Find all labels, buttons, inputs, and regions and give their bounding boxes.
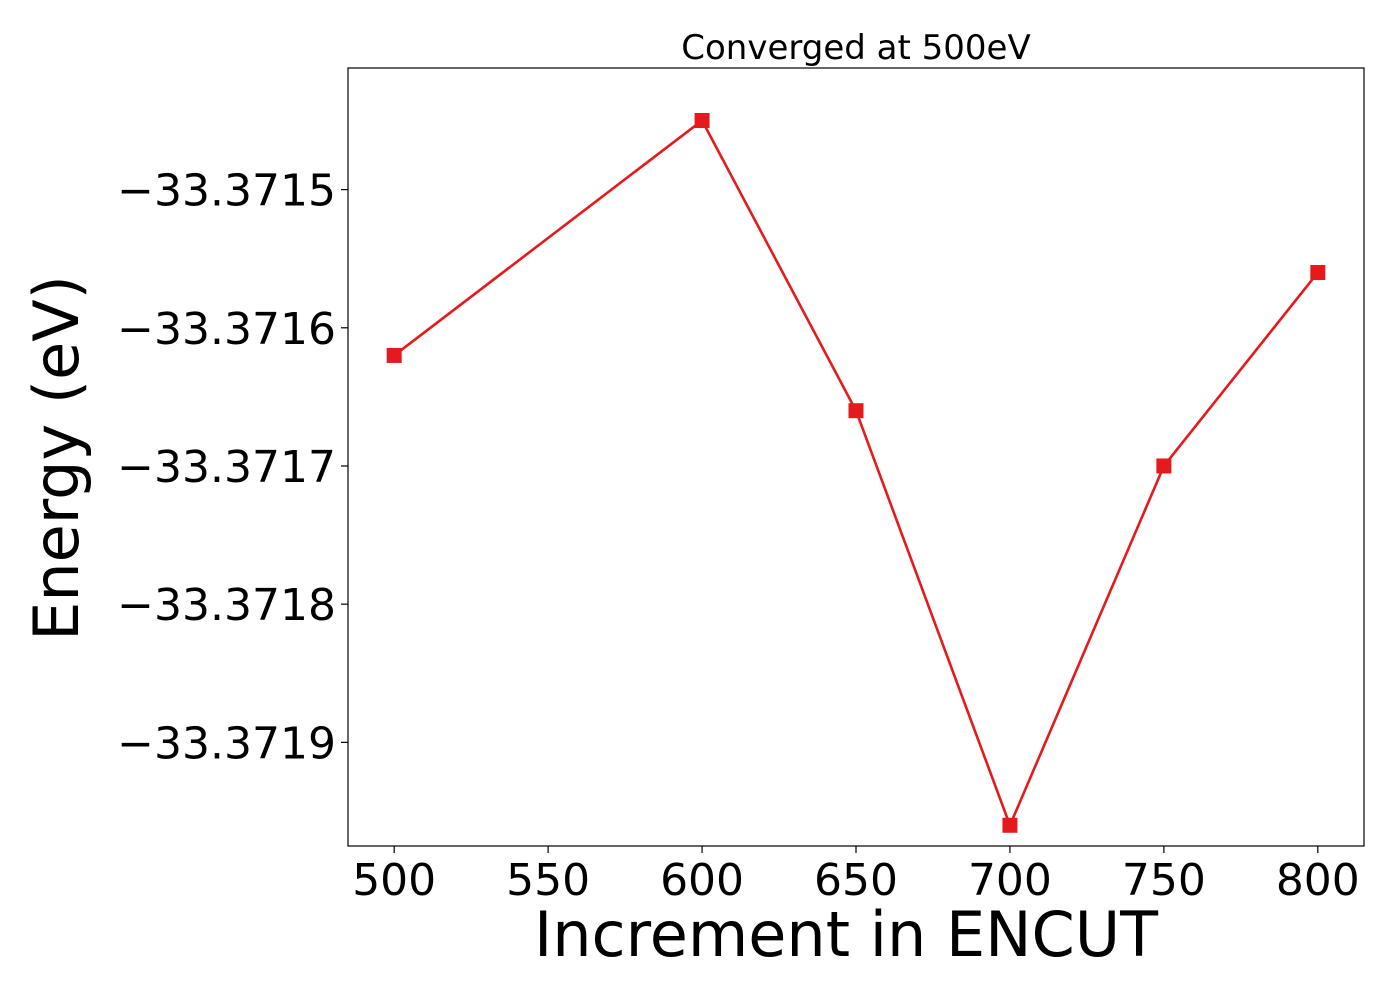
series-layer <box>386 113 1326 833</box>
y-axis-title: Energy (eV) <box>20 275 93 641</box>
data-point-marker <box>1002 817 1018 833</box>
x-axis-title: Increment in ENCUT <box>534 898 1159 971</box>
chart-title: Converged at 500eV <box>681 28 1030 68</box>
data-point-marker <box>848 403 864 419</box>
y-tick-label: −33.3719 <box>117 718 336 769</box>
plot-frame <box>347 67 1365 847</box>
series-line <box>393 119 1319 827</box>
y-tick-label: −33.3715 <box>117 166 336 217</box>
x-tick-label: 750 <box>1122 855 1206 906</box>
x-tick-label: 800 <box>1276 855 1360 906</box>
y-tick-label: −33.3717 <box>117 442 336 493</box>
y-tick-label: −33.3716 <box>117 304 336 355</box>
x-tick-label: 650 <box>814 855 898 906</box>
data-point-marker <box>386 347 402 363</box>
x-tick-label: 550 <box>506 855 590 906</box>
x-tick-label: 700 <box>968 855 1052 906</box>
x-axis: 500 550 600 650 700 750 800 <box>352 846 1360 906</box>
y-tick-label: −33.3718 <box>117 580 336 631</box>
x-tick-label: 600 <box>660 855 744 906</box>
data-point-marker <box>1310 265 1326 281</box>
data-point-marker <box>1156 458 1172 474</box>
data-point-marker <box>694 113 710 129</box>
x-tick-label: 500 <box>352 855 436 906</box>
y-axis: −33.3715 −33.3716 −33.3717 −33.3718 −33.3719 <box>117 166 348 769</box>
plot-area <box>347 67 1365 847</box>
